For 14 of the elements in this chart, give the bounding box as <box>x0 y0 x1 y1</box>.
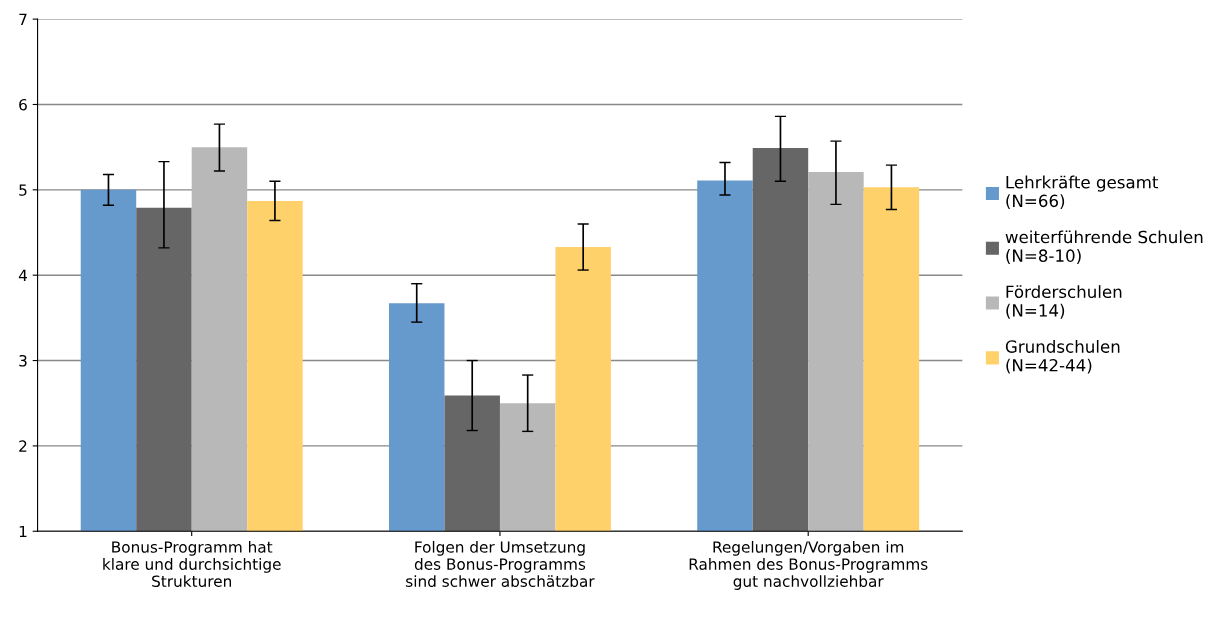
x-tick-label: Regelungen/Vorgaben im Rahmen des Bonus-Programms gut nachvollziehbar <box>689 540 928 590</box>
legend-label: Förderschulen (N=14) <box>1006 285 1122 319</box>
y-tick-label: 2 <box>19 440 27 452</box>
legend-label: Lehrkräfte gesamt (N=66) <box>1006 175 1159 210</box>
legend-label: weiterführende Schulen (N=8-10) <box>1005 230 1203 264</box>
y-tick-label: 7 <box>19 13 27 25</box>
y-tick-label: 3 <box>19 355 27 367</box>
x-tick-label: Bonus-Programm hat klare und durchsichtige Strukturen <box>103 540 281 587</box>
y-tick-label: 1 <box>19 525 27 538</box>
y-tick-label: 6 <box>19 98 27 111</box>
legend-label: Grundschulen (N=42-44) <box>1005 339 1120 374</box>
y-tick-label: 4 <box>18 269 27 281</box>
y-tick-label: 5 <box>19 184 27 196</box>
x-tick-label: Folgen der Umsetzung des Bonus-Programms sind schwer abschätzbar <box>406 540 595 587</box>
